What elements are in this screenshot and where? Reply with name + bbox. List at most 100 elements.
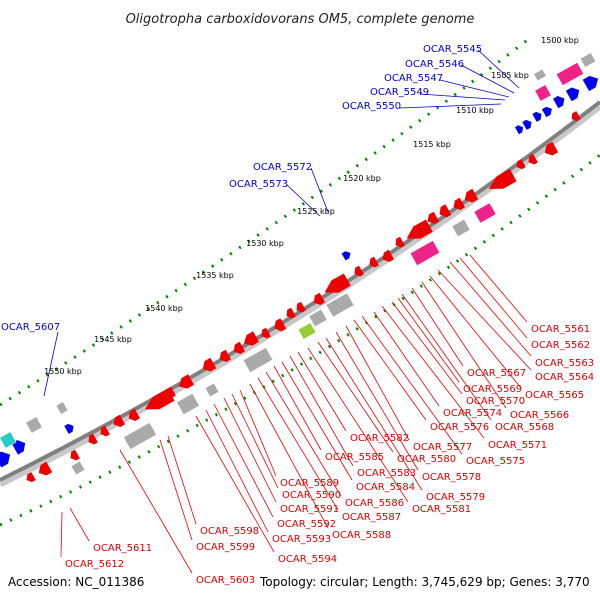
gene-label[interactable]: OCAR_5566	[510, 410, 569, 421]
gene-label[interactable]: OCAR_5563	[535, 358, 594, 369]
label-leader-line	[223, 397, 277, 503]
gene-label[interactable]: OCAR_5599	[196, 542, 255, 553]
reverse-gene	[571, 111, 581, 122]
gene-label[interactable]: OCAR_5550	[342, 101, 401, 112]
gene-label[interactable]: OCAR_5568	[495, 422, 554, 433]
label-leader-line	[391, 301, 463, 395]
forward-gene	[0, 451, 11, 468]
reverse-gene	[488, 169, 517, 189]
gene-label[interactable]: OCAR_5579	[426, 492, 485, 503]
highlight-feature	[0, 431, 17, 449]
gene-label[interactable]: OCAR_5584	[356, 482, 415, 493]
gene-label[interactable]: OCAR_5607	[1, 322, 60, 333]
gene-label[interactable]: OCAR_5572	[253, 162, 312, 173]
other-feature	[451, 218, 471, 238]
label-leader-line	[399, 103, 502, 109]
reverse-gene	[261, 327, 271, 339]
tick-label: 1530 kbp	[246, 239, 284, 248]
accession-text: Accession: NC_011386	[8, 575, 144, 589]
gene-features	[0, 52, 599, 483]
label-leader-line	[307, 347, 409, 503]
tick-label: 1550 kbp	[44, 367, 82, 376]
gene-label[interactable]: OCAR_5593	[272, 534, 331, 545]
forward-gene	[541, 106, 552, 118]
gene-label[interactable]: OCAR_5590	[282, 490, 341, 501]
label-leader-line	[167, 435, 197, 525]
gene-label[interactable]: OCAR_5578	[422, 472, 481, 483]
tick-labels: 1500 kbp 1505 kbp 1510 kbp 1515 kbp 1520 kbp…	[44, 36, 579, 376]
gene-label[interactable]: OCAR_5586	[345, 498, 404, 509]
tick-label: 1515 kbp	[413, 140, 451, 149]
gene-label[interactable]: OCAR_5571	[488, 440, 547, 451]
reverse-gene	[286, 307, 296, 319]
label-leader-line	[381, 305, 485, 439]
gene-label[interactable]: OCAR_5546	[405, 59, 464, 70]
gene-label[interactable]: OCAR_5547	[384, 73, 443, 84]
other-feature	[70, 460, 86, 476]
gene-label[interactable]: OCAR_5573	[229, 179, 288, 190]
forward-gene	[532, 111, 542, 122]
gene-label[interactable]: OCAR_5576	[430, 422, 489, 433]
gene-label[interactable]: OCAR_5562	[531, 340, 590, 351]
label-leader-line	[459, 257, 528, 339]
reverse-gene	[369, 256, 379, 268]
gene-label[interactable]: OCAR_5589	[280, 478, 339, 489]
gene-label[interactable]: OCAR_5611	[93, 543, 152, 554]
label-leader-line	[345, 325, 410, 441]
map-title: Oligotropha carboxidovorans OM5, complet…	[126, 12, 475, 27]
other-feature	[204, 382, 220, 398]
label-leader-line	[231, 393, 279, 489]
gene-label[interactable]: OCAR_5598	[200, 526, 259, 537]
tick-label: 1520 kbp	[343, 174, 381, 183]
label-leader-line	[265, 371, 342, 497]
gene-label[interactable]: OCAR_5561	[531, 324, 590, 335]
summary-text: Topology: circular; Length: 3,745,629 bp…	[259, 575, 590, 589]
gene-label[interactable]: OCAR_5581	[412, 504, 471, 515]
gene-label[interactable]: OCAR_5603	[196, 575, 255, 586]
gene-label[interactable]: OCAR_5582	[350, 433, 409, 444]
gene-label[interactable]: OCAR_5577	[413, 442, 472, 453]
gene-label[interactable]: OCAR_5565	[525, 390, 584, 401]
label-leader-line	[335, 331, 419, 471]
label-leader-line	[439, 79, 510, 98]
reverse-gene	[38, 461, 53, 476]
label-leader-line	[460, 64, 515, 94]
gene-label[interactable]: OCAR_5575	[466, 456, 525, 467]
tick-label: 1510 kbp	[456, 106, 494, 115]
forward-gene	[582, 76, 599, 92]
reverse-gene	[528, 153, 538, 165]
forward-gene	[553, 96, 565, 109]
gene-label[interactable]: OCAR_5591	[280, 504, 339, 515]
gene-label[interactable]: OCAR_5594	[278, 554, 337, 565]
reverse-gene	[406, 219, 433, 239]
gene-label[interactable]: OCAR_5612	[65, 559, 124, 570]
gene-label[interactable]: OCAR_5592	[277, 519, 336, 530]
gene-label[interactable]: OCAR_5564	[535, 372, 594, 383]
label-leader-line	[353, 319, 427, 421]
other-feature	[25, 416, 43, 434]
label-leader-line	[310, 167, 329, 213]
gene-label[interactable]: OCAR_5570	[466, 396, 525, 407]
rna-feature	[409, 240, 441, 266]
reverse-gene	[354, 265, 364, 277]
reverse-gene	[516, 159, 526, 170]
reverse-gene	[128, 408, 140, 421]
gene-label[interactable]: OCAR_5580	[397, 454, 456, 465]
gene-label[interactable]: OCAR_5585	[325, 452, 384, 463]
gene-label[interactable]: OCAR_5569	[463, 384, 522, 395]
label-leader-line	[69, 507, 90, 542]
gene-label[interactable]: OCAR_5545	[423, 44, 482, 55]
label-leader-line	[195, 415, 275, 553]
gene-label[interactable]: OCAR_5583	[357, 468, 416, 479]
label-leader-line	[419, 93, 506, 101]
gene-label[interactable]: OCAR_5587	[342, 512, 401, 523]
label-leader-line	[429, 275, 522, 389]
gene-label[interactable]: OCAR_5574	[443, 408, 502, 419]
reverse-gene	[427, 211, 439, 224]
label-leader-line	[289, 355, 354, 467]
reverse-gene	[296, 301, 306, 313]
gene-label[interactable]: OCAR_5567	[467, 368, 526, 379]
label-leader-line	[421, 281, 507, 409]
gene-label[interactable]: OCAR_5588	[332, 530, 391, 541]
gene-label[interactable]: OCAR_5549	[370, 87, 429, 98]
